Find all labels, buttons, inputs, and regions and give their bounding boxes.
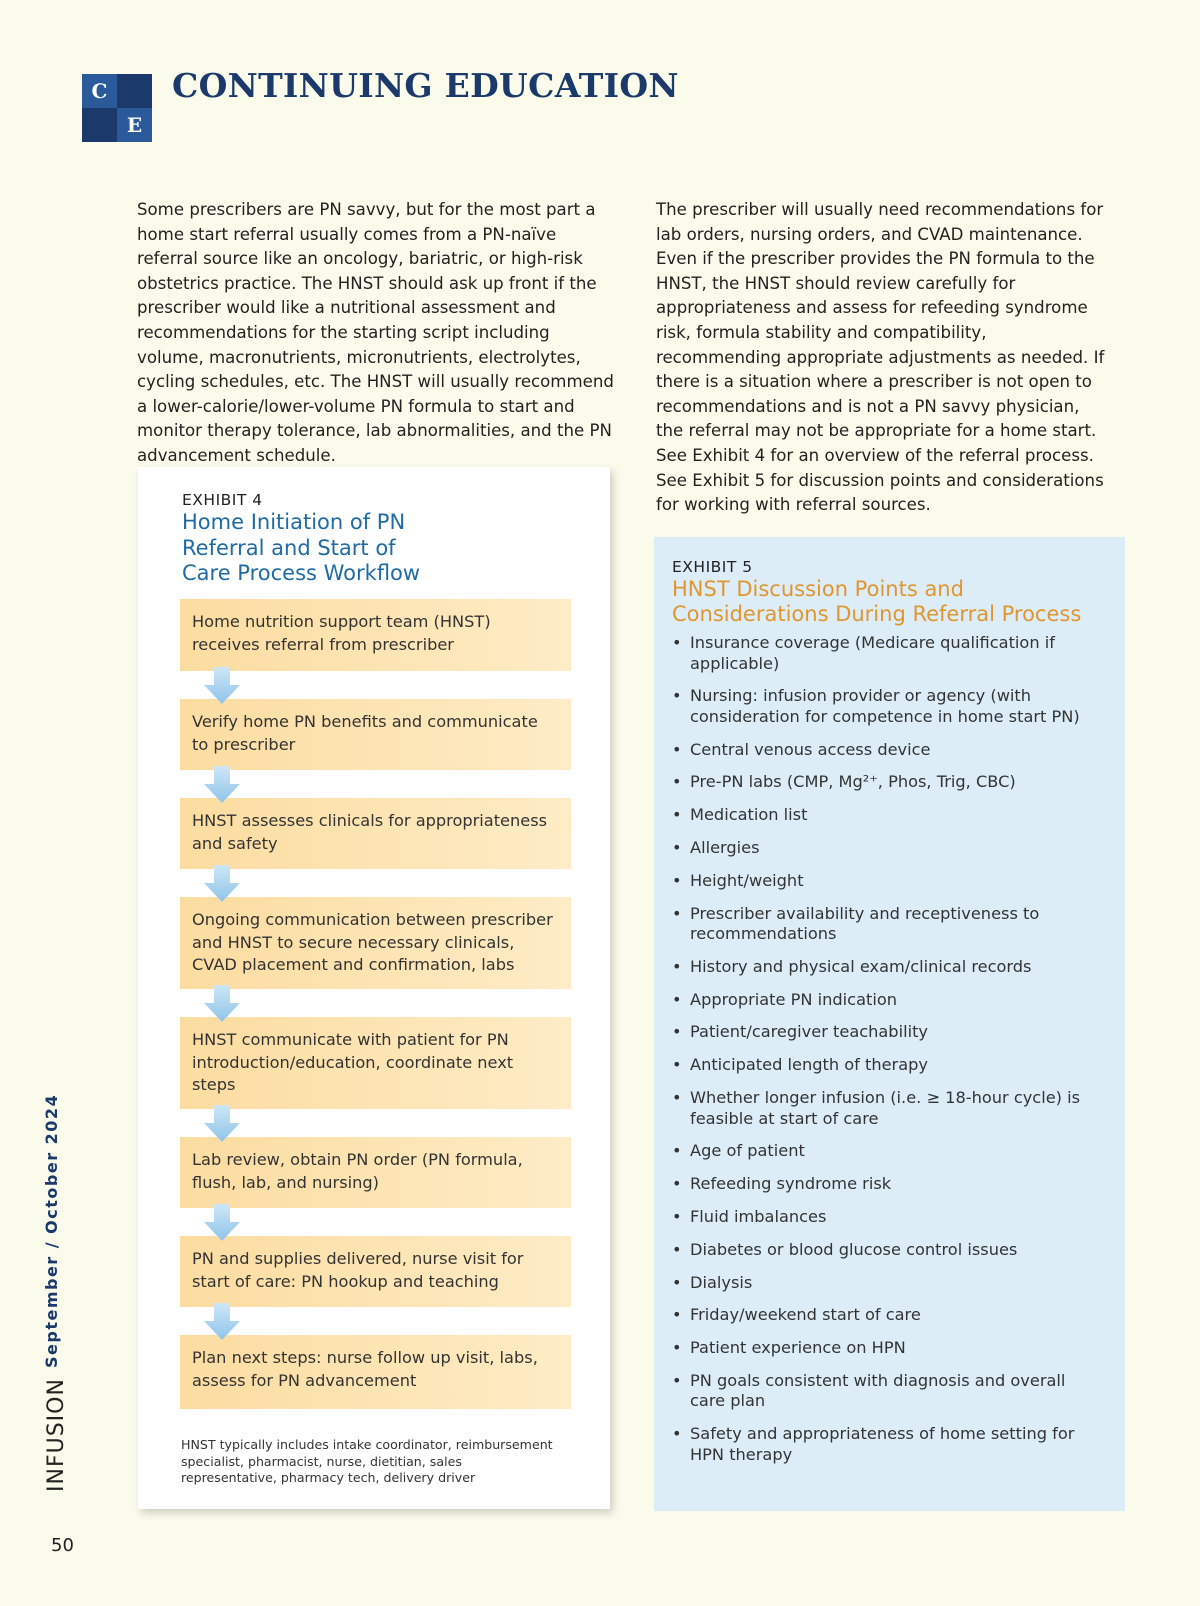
logo-letter: C <box>82 74 117 108</box>
bullet-item: Friday/weekend start of care <box>672 1305 1102 1326</box>
bullet-item: Patient experience on HPN <box>672 1338 1102 1359</box>
logo: C E <box>82 74 152 142</box>
bullet-item: Height/weight <box>672 871 1102 892</box>
bullet-item: Patient/caregiver teachability <box>672 1022 1102 1043</box>
workflow-step: Ongoing communication between prescriber… <box>180 897 571 989</box>
exhibit-box: EXHIBIT 5 HNST Discussion Points and Con… <box>654 537 1125 1511</box>
bullet-list: Insurance coverage (Medicare qualificati… <box>672 633 1102 1478</box>
footnote: HNST typically includes intake coordinat… <box>181 1437 553 1485</box>
bullet-item: Medication list <box>672 805 1102 826</box>
logo-letter: E <box>117 108 152 142</box>
bullet-item: Appropriate PN indication <box>672 990 1102 1011</box>
arrow-icon <box>204 667 240 704</box>
bullet-item: Nursing: infusion provider or agency (wi… <box>672 686 1102 727</box>
workflow-step: Verify home PN benefits and communicate … <box>180 699 571 770</box>
arrow-icon <box>204 1303 240 1340</box>
bullet-item: PN goals consistent with diagnosis and o… <box>672 1371 1102 1412</box>
bullet-item: Safety and appropriateness of home setti… <box>672 1424 1102 1465</box>
bullet-item: Anticipated length of therapy <box>672 1055 1102 1076</box>
magazine-name: INFUSION <box>44 1378 69 1492</box>
bullet-item: Prescriber availability and receptivenes… <box>672 904 1102 945</box>
arrow-icon <box>204 985 240 1022</box>
paragraph: Some prescribers are PN savvy, but for t… <box>137 200 614 465</box>
arrow <box>180 1105 571 1142</box>
workflow-step: Home nutrition support team (HNST) recei… <box>180 599 571 671</box>
arrow-icon <box>204 1204 240 1241</box>
workflow-step: PN and supplies delivered, nurse visit f… <box>180 1236 571 1307</box>
bullet-item: Dialysis <box>672 1273 1102 1294</box>
bullet-item: Refeeding syndrome risk <box>672 1174 1102 1195</box>
logo-block <box>82 108 117 142</box>
bullet-item: Allergies <box>672 838 1102 859</box>
arrow <box>180 667 571 704</box>
page-title: CONTINUING EDUCATION <box>172 66 679 105</box>
bullet-item: Insurance coverage (Medicare qualificati… <box>672 633 1102 674</box>
workflow-step: Lab review, obtain PN order (PN formula,… <box>180 1137 571 1208</box>
exhibit-title: HNST Discussion Points and Consideration… <box>672 577 1082 626</box>
bullet-item: Central venous access device <box>672 740 1102 761</box>
bullet-item: Diabetes or blood glucose control issues <box>672 1240 1102 1261</box>
arrow <box>180 1303 571 1340</box>
bullet-item: Pre-PN labs (CMP, Mg²⁺, Phos, Trig, CBC) <box>672 772 1102 793</box>
workflow-step: HNST assesses clinicals for appropriaten… <box>180 798 571 869</box>
bullet-item: Age of patient <box>672 1141 1102 1162</box>
exhibit-label: EXHIBIT 4 <box>182 491 263 509</box>
bullet-item: History and physical exam/clinical recor… <box>672 957 1102 978</box>
bullet-item: Whether longer infusion (i.e. ≥ 18-hour … <box>672 1088 1102 1129</box>
arrow-icon <box>204 766 240 803</box>
workflow-step: HNST communicate with patient for PN int… <box>180 1017 571 1109</box>
arrow <box>180 1204 571 1241</box>
arrow-icon <box>204 1105 240 1142</box>
issue-date: September / October 2024 <box>42 1093 61 1368</box>
exhibit-title: Home Initiation of PN Referral and Start… <box>182 510 421 585</box>
page-number: 50 <box>51 1535 74 1556</box>
logo-block <box>117 74 152 108</box>
exhibit-box: EXHIBIT 4 Home Initiation of PN Referral… <box>138 467 610 1509</box>
arrow <box>180 766 571 803</box>
arrow-icon <box>204 865 240 902</box>
paragraph: The prescriber will usually need recomme… <box>656 200 1105 515</box>
workflow-step: Plan next steps: nurse follow up visit, … <box>180 1335 571 1409</box>
arrow <box>180 865 571 902</box>
workflow: Home nutrition support team (HNST) recei… <box>180 599 571 1409</box>
bullet-item: Fluid imbalances <box>672 1207 1102 1228</box>
arrow <box>180 985 571 1022</box>
exhibit-label: EXHIBIT 5 <box>672 558 753 576</box>
